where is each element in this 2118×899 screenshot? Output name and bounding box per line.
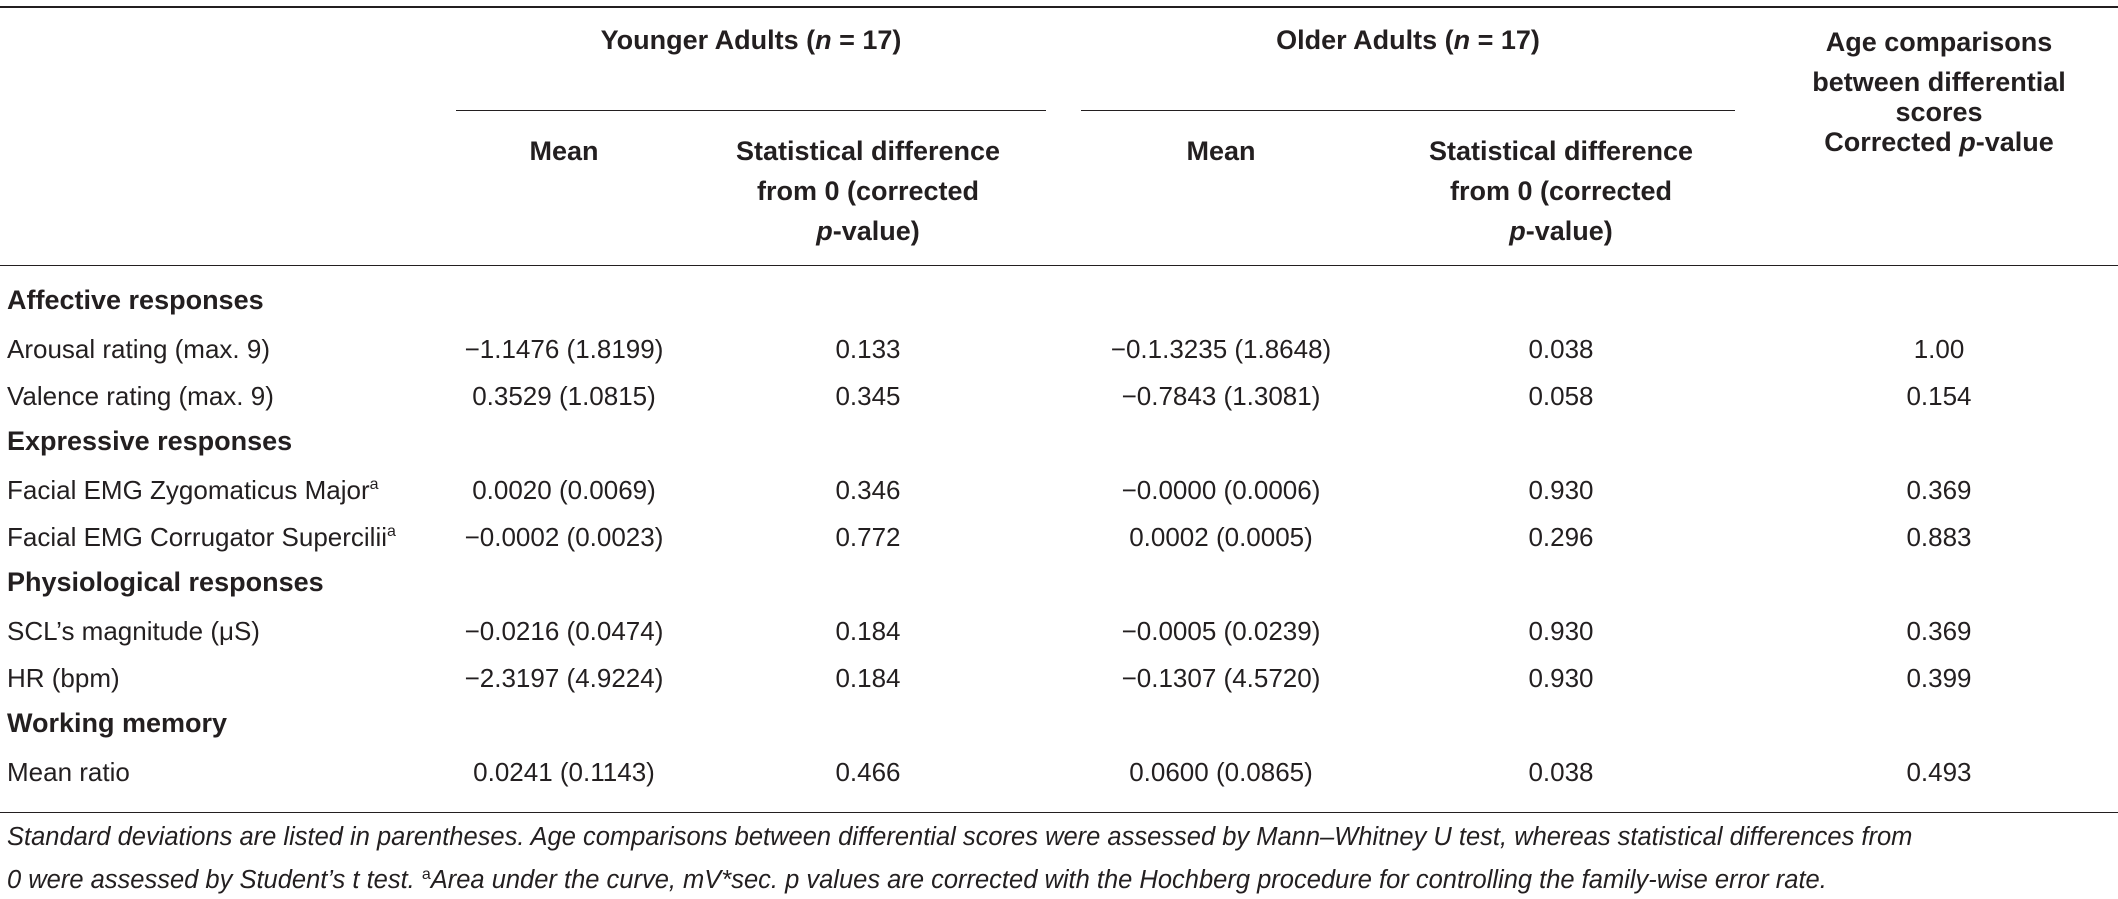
younger-p-value-cell: 0.772 (835, 522, 901, 552)
age-comparison-p-value-cell: 0.154 (1906, 381, 1972, 411)
older-p-value-cell: 0.930 (1528, 663, 1594, 693)
row-label: Mean ratio (7, 757, 130, 787)
age-comparison-p-value-cell: 1.00 (1913, 334, 1965, 364)
older-p-value-cell: 0.038 (1528, 757, 1594, 787)
header-bottom-rule (0, 265, 2118, 266)
younger-p-value-cell: 0.133 (835, 334, 901, 364)
younger-adults-header: Younger Adults (n = 17) (600, 25, 902, 55)
older-mean-cell: −0.1.3235 (1.8648) (1110, 334, 1332, 364)
section-heading: Expressive responses (7, 426, 293, 456)
older-mean-cell: 0.0600 (0.0865) (1129, 757, 1313, 787)
table-top-rule (0, 6, 2118, 8)
older-mean-cell: −0.0005 (0.0239) (1121, 616, 1321, 646)
younger-mean-cell: −1.1476 (1.8199) (464, 334, 664, 364)
older-mean-cell: 0.0002 (0.0005) (1129, 522, 1313, 552)
row-label: SCL’s magnitude (μS) (7, 616, 260, 646)
older-group-rule (1081, 110, 1735, 111)
older-stat-diff-header: Statistical difference from 0 (corrected… (1428, 136, 1694, 246)
older-adults-header: Older Adults (n = 17) (1276, 25, 1540, 55)
younger-p-value-cell: 0.346 (835, 475, 901, 505)
younger-mean-cell: −2.3197 (4.9224) (464, 663, 664, 693)
younger-p-value-cell: 0.466 (835, 757, 901, 787)
younger-group-rule (456, 110, 1046, 111)
age-comparison-p-value-cell: 0.883 (1906, 522, 1972, 552)
older-p-value-cell: 0.930 (1528, 616, 1594, 646)
younger-mean-header: Mean (529, 136, 599, 166)
age-comparisons-header: Age comparisons between differential sco… (1812, 27, 2066, 157)
age-comparison-p-value-cell: 0.493 (1906, 757, 1972, 787)
younger-mean-cell: 0.3529 (1.0815) (472, 381, 656, 411)
table-bottom-rule (0, 812, 2118, 813)
younger-p-value-cell: 0.184 (835, 663, 901, 693)
table-footnote: Standard deviations are listed in parent… (7, 823, 1913, 894)
age-comparison-p-value-cell: 0.369 (1906, 475, 1972, 505)
older-p-value-cell: 0.038 (1528, 334, 1594, 364)
younger-mean-cell: 0.0241 (0.1143) (473, 757, 655, 787)
row-label: Facial EMG Corrugator Superciliia (7, 522, 396, 552)
younger-mean-cell: 0.0020 (0.0069) (472, 475, 656, 505)
younger-stat-diff-header: Statistical difference from 0 (corrected… (735, 136, 1001, 246)
older-p-value-cell: 0.058 (1528, 381, 1594, 411)
younger-p-value-cell: 0.184 (835, 616, 901, 646)
younger-p-value-cell: 0.345 (835, 381, 901, 411)
older-mean-header: Mean (1186, 136, 1256, 166)
section-heading: Physiological responses (7, 567, 324, 597)
older-mean-cell: −0.1307 (4.5720) (1121, 663, 1321, 693)
section-heading: Affective responses (7, 285, 264, 315)
older-p-value-cell: 0.296 (1528, 522, 1594, 552)
older-mean-cell: −0.7843 (1.3081) (1121, 381, 1321, 411)
section-heading: Working memory (7, 708, 228, 738)
age-comparison-p-value-cell: 0.399 (1906, 663, 1972, 693)
row-label: Facial EMG Zygomaticus Majora (7, 475, 379, 505)
older-p-value-cell: 0.930 (1528, 475, 1594, 505)
age-comparison-p-value-cell: 0.369 (1906, 616, 1972, 646)
younger-mean-cell: −0.0002 (0.0023) (464, 522, 664, 552)
older-mean-cell: −0.0000 (0.0006) (1121, 475, 1321, 505)
row-label: Arousal rating (max. 9) (7, 334, 270, 364)
row-label: Valence rating (max. 9) (7, 381, 274, 411)
row-label: HR (bpm) (7, 663, 120, 693)
younger-mean-cell: −0.0216 (0.0474) (464, 616, 664, 646)
